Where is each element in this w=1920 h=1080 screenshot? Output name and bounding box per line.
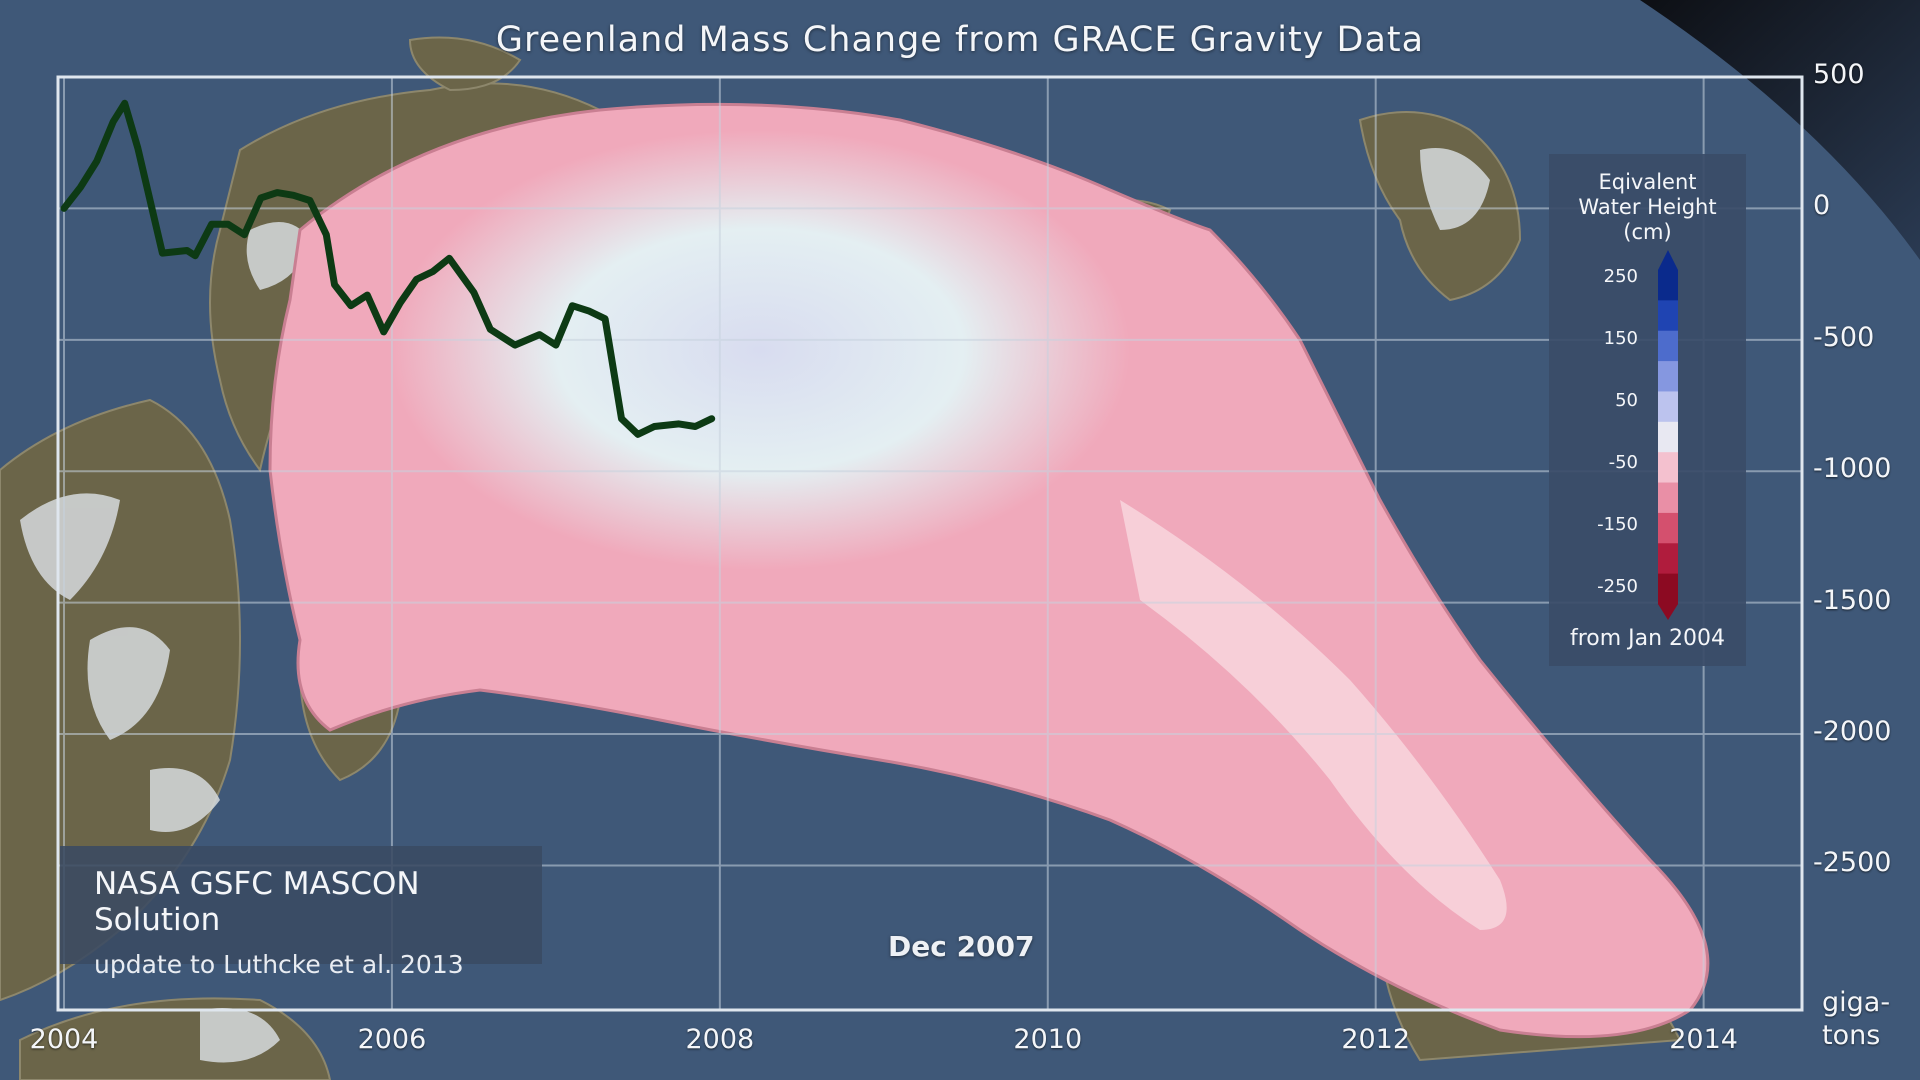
legend-colorbar: [1658, 250, 1678, 620]
legend-tick: 50: [1615, 390, 1638, 411]
y-unit-line-2: tons: [1822, 1020, 1881, 1051]
colorbar-segment: [1658, 421, 1678, 453]
y-tick-label: -1000: [1813, 453, 1892, 485]
data-point: [348, 303, 353, 308]
legend-title-line-2: Water Height: [1578, 195, 1717, 219]
data-point: [291, 193, 296, 198]
x-tick-label: 2008: [685, 1024, 755, 1055]
color-legend: Eqivalent Water Height (cm) 250 150 50 -…: [1549, 154, 1746, 666]
data-point: [652, 424, 657, 429]
credit-reference: update to Luthcke et al. 2013: [94, 950, 464, 979]
legend-title: Eqivalent Water Height (cm): [1549, 170, 1746, 245]
colorbar-segment: [1658, 512, 1678, 544]
mass-change-series: [60, 99, 716, 438]
x-tick-label: 2012: [1341, 1024, 1411, 1055]
data-point: [225, 222, 230, 227]
legend-title-line-3: (cm): [1623, 220, 1672, 244]
x-tick-label: 2014: [1669, 1024, 1738, 1055]
colorbar-segment: [1658, 573, 1678, 605]
data-point: [135, 145, 140, 150]
data-point: [414, 277, 419, 282]
data-point: [193, 253, 198, 258]
legend-title-line-1: Eqivalent: [1598, 170, 1697, 194]
colorbar-segment: [1658, 330, 1678, 362]
data-point: [307, 198, 312, 203]
data-point: [512, 343, 517, 348]
colorbar-segment: [1658, 482, 1678, 514]
colorbar-min-arrow: [1658, 604, 1678, 620]
y-unit-line-1: giga-: [1822, 987, 1891, 1018]
x-tick-label: 2010: [1013, 1024, 1083, 1055]
data-point: [365, 293, 370, 298]
y-axis-unit: giga- tons: [1822, 986, 1890, 1052]
data-point: [553, 343, 558, 348]
data-point: [122, 101, 127, 106]
data-point: [603, 316, 608, 321]
data-point: [242, 232, 247, 237]
legend-tick: -150: [1597, 514, 1638, 535]
legend-footer: from Jan 2004: [1569, 626, 1726, 651]
legend-tick: 250: [1603, 266, 1638, 287]
colorbar-segment: [1658, 543, 1678, 575]
data-point: [324, 232, 329, 237]
y-tick-label: -2500: [1813, 847, 1892, 879]
legend-tick: -50: [1608, 452, 1638, 473]
ice-interior: [390, 130, 1130, 570]
data-point: [635, 432, 640, 437]
data-point: [184, 248, 189, 253]
data-point: [570, 303, 575, 308]
data-point: [398, 301, 403, 306]
colorbar-segment: [1658, 300, 1678, 332]
legend-tick: -250: [1597, 576, 1638, 597]
x-tick-label: 2004: [29, 1024, 99, 1055]
snow-patches: [20, 148, 1490, 1063]
data-point: [619, 416, 624, 421]
y-tick-label: 500: [1813, 59, 1865, 90]
x-tick-label: 2006: [357, 1024, 427, 1055]
colorbar-segment: [1658, 361, 1678, 392]
y-tick-label: -500: [1813, 321, 1875, 353]
data-point: [78, 185, 83, 190]
y-tick-label: 0: [1813, 190, 1831, 222]
data-point: [488, 327, 493, 332]
chart-grid: [58, 76, 1802, 1010]
ice-interior-tongue: [1120, 500, 1507, 930]
credit-title: NASA GSFC MASCON Solution: [94, 866, 420, 938]
data-point: [209, 222, 214, 227]
data-point: [332, 282, 337, 287]
data-point: [62, 206, 66, 211]
credit-box: NASA GSFC MASCON Solution update to Luth…: [60, 846, 542, 979]
data-point: [471, 290, 476, 295]
y-tick-label: -2000: [1813, 716, 1892, 748]
colorbar-segment: [1658, 391, 1678, 423]
data-point: [381, 329, 386, 334]
plot-frame: [56, 75, 1804, 1012]
colorbar-segment: [1658, 270, 1678, 301]
data-point: [275, 190, 280, 195]
colorbar-segment: [1658, 452, 1678, 484]
legend-tick: 150: [1603, 328, 1638, 349]
data-point: [160, 251, 165, 256]
data-point: [709, 416, 714, 421]
colorbar-max-arrow: [1658, 250, 1678, 270]
data-point: [430, 269, 435, 274]
data-point: [94, 159, 99, 164]
space-corner: [1640, 0, 1920, 260]
date-label: Dec 2007: [888, 930, 1035, 963]
data-point: [586, 308, 591, 313]
data-point: [676, 421, 681, 426]
data-point: [537, 332, 542, 337]
data-point: [447, 256, 452, 261]
data-point: [693, 424, 698, 429]
data-point: [111, 119, 116, 124]
y-tick-label: -1500: [1813, 584, 1892, 616]
chart-title: Greenland Mass Change from GRACE Gravity…: [495, 20, 1425, 60]
data-point: [258, 195, 263, 200]
